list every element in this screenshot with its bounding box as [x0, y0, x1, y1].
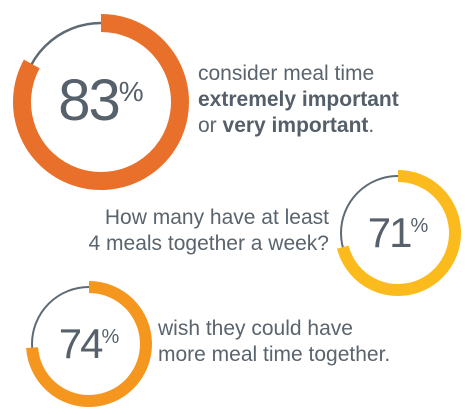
caption-line: more meal time together.	[158, 343, 391, 366]
caption-line: 4 meals together a week?	[88, 232, 329, 255]
caption-83: consider meal time extremely important o…	[198, 61, 399, 139]
percent-label-83: 83 %	[12, 72, 190, 130]
percent-value: 74	[58, 320, 104, 367]
percent-label-74: 74 %	[26, 323, 152, 365]
caption-line: or very important.	[198, 114, 375, 137]
caption-74: wish they could have more meal time toge…	[158, 316, 390, 368]
percent-label-71: 71 %	[335, 212, 461, 254]
percent-sign: %	[101, 326, 120, 348]
caption-line-bold: extremely important	[198, 88, 399, 111]
caption-line: consider meal time	[198, 62, 375, 85]
ring-arc-71	[336, 170, 461, 296]
percent-value: 71	[367, 209, 413, 256]
ring-chart-83	[13, 14, 189, 190]
ring-arc-83	[13, 14, 189, 190]
ring-chart-74	[26, 281, 152, 407]
ring-chart-71	[336, 170, 461, 296]
percent-sign: %	[118, 76, 144, 107]
caption-line: wish they could have	[158, 317, 353, 340]
caption-71: How many have at least 4 meals together …	[89, 205, 329, 257]
percent-sign: %	[410, 215, 429, 237]
percent-value: 83	[58, 68, 120, 133]
ring-arc-74	[26, 281, 152, 407]
caption-line: How many have at least	[104, 206, 329, 229]
